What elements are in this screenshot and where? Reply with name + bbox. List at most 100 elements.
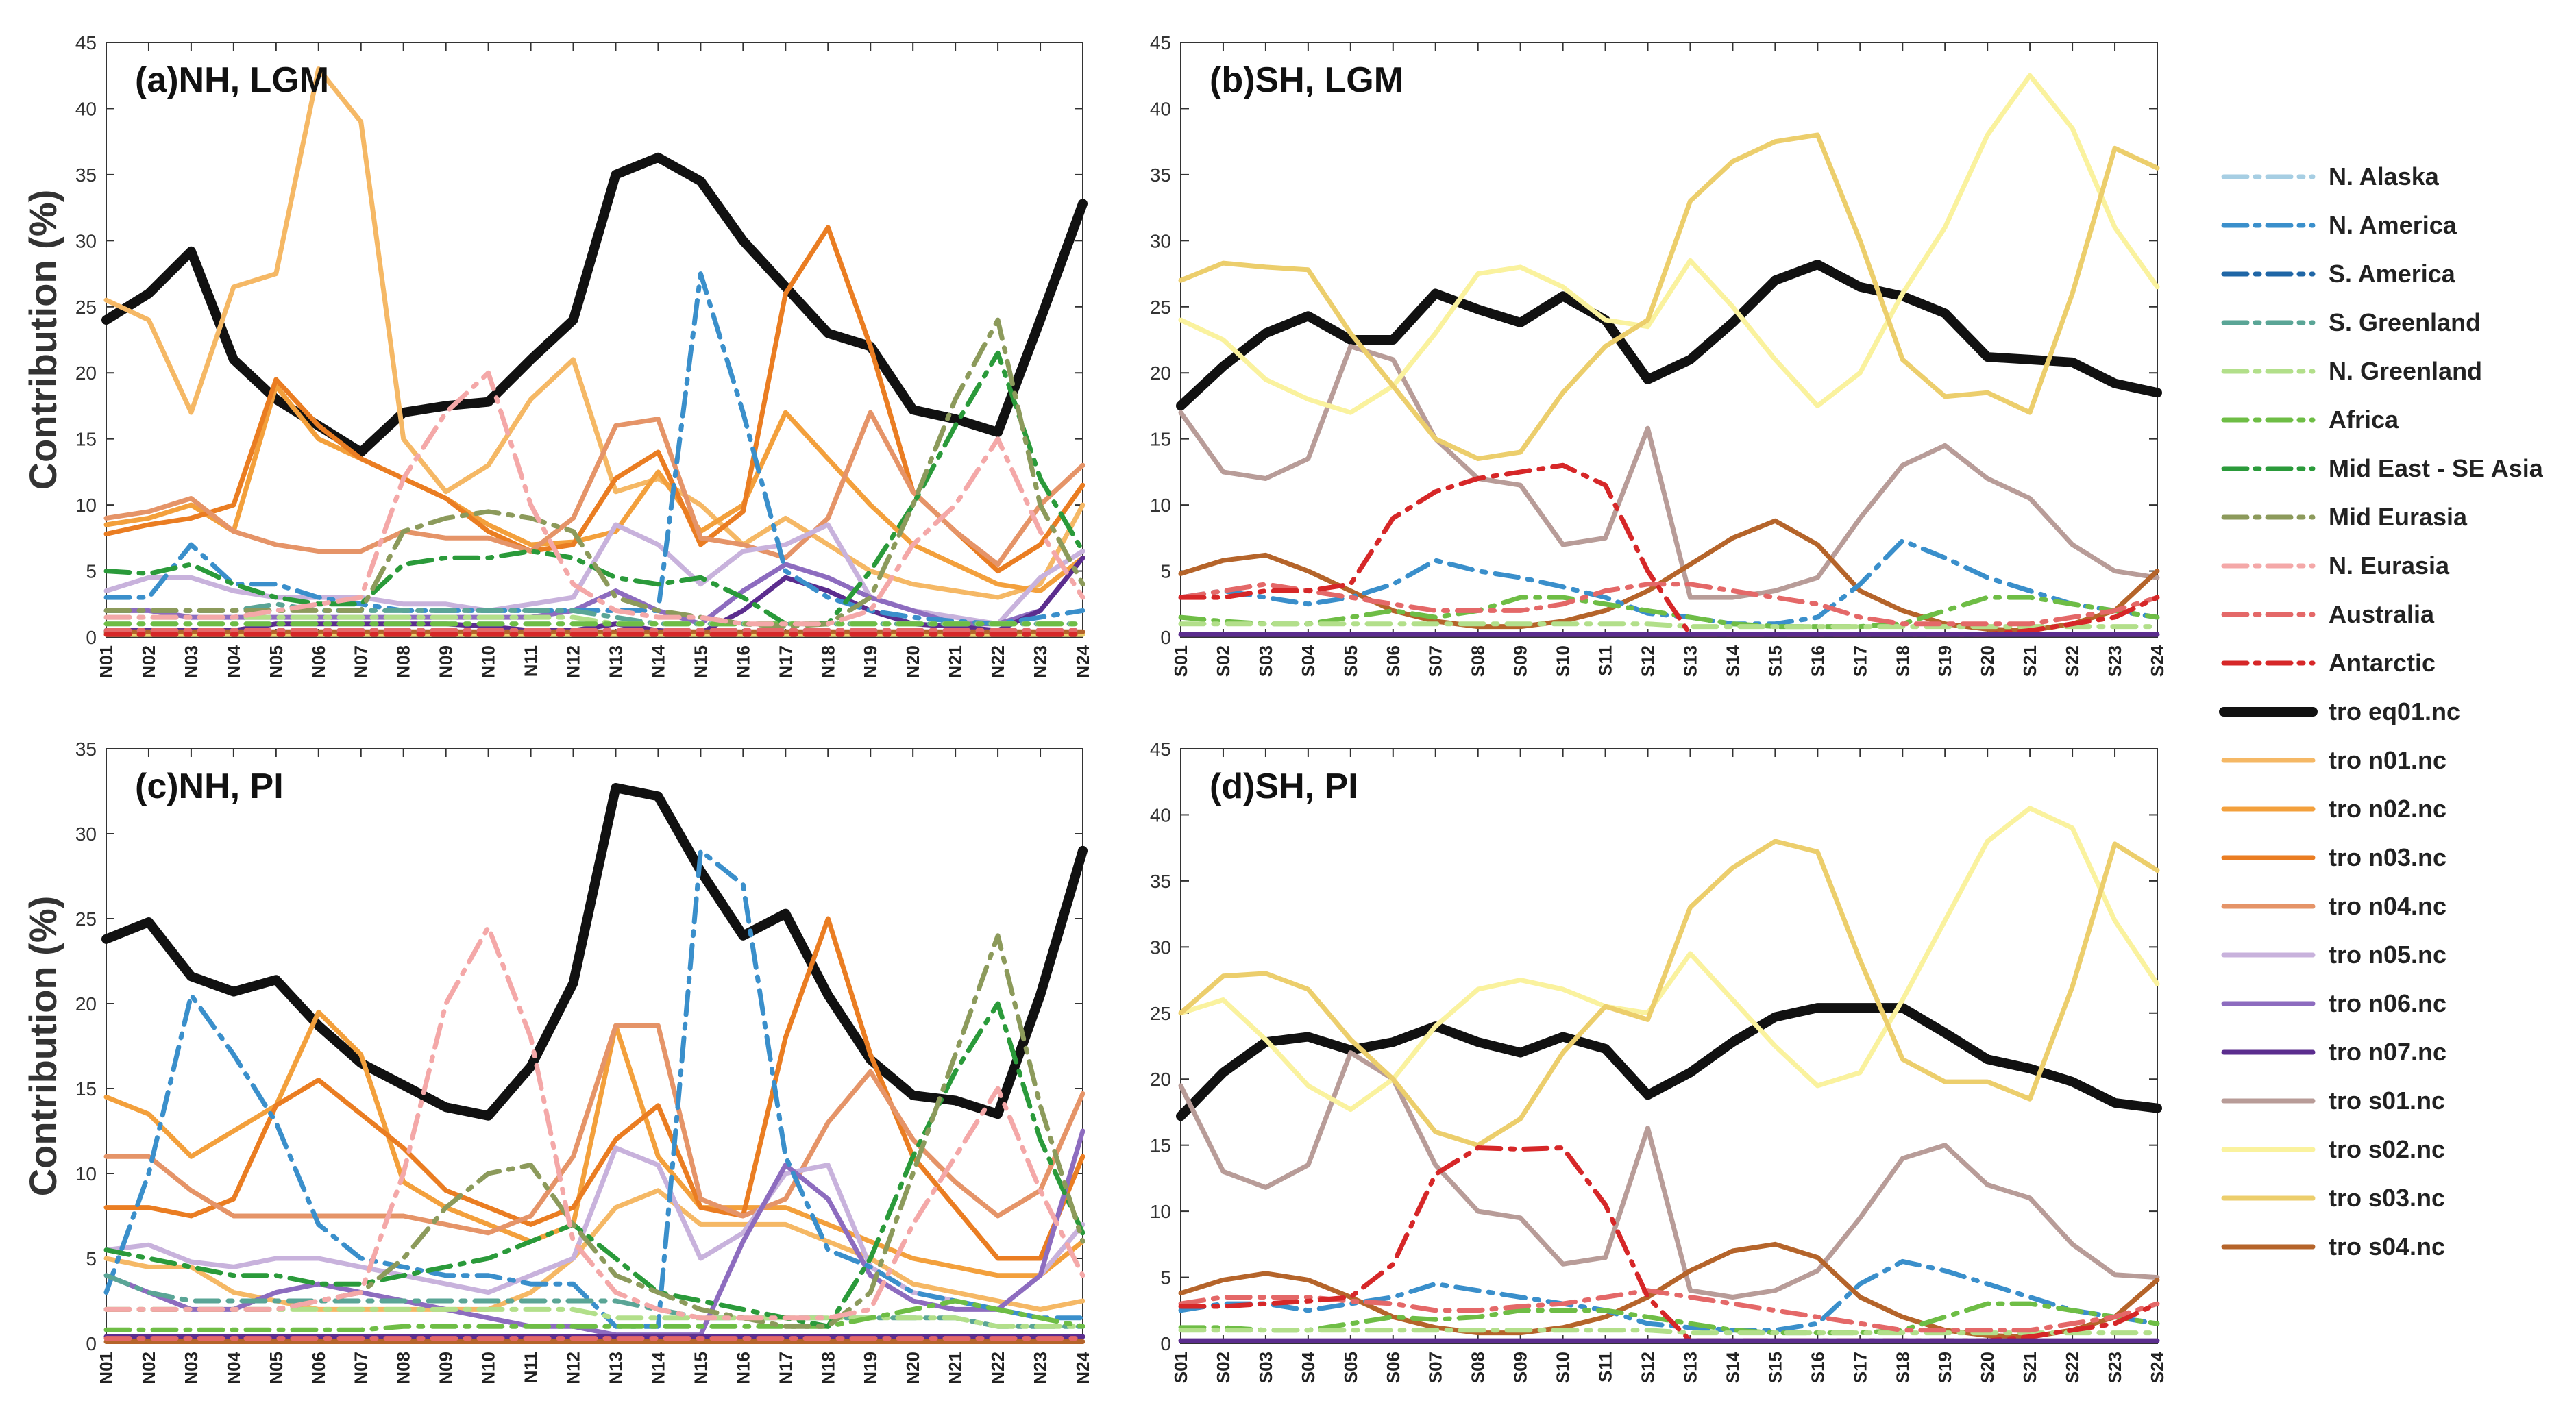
legend: N. Alaska N. America S. America S. Greenlan… xyxy=(2219,162,2544,1260)
legend-item-tro-n04-nc: tro n04.nc xyxy=(2221,892,2446,920)
series-line-tro-n06-nc xyxy=(103,1128,1085,1338)
y-tick-label: 20 xyxy=(75,993,97,1015)
y-tick-label: 10 xyxy=(75,1163,97,1184)
series-line-n-america xyxy=(103,848,1085,1329)
x-tick-label: N18 xyxy=(818,1352,838,1384)
panel-title: (d)SH, PI xyxy=(1210,767,1358,806)
x-tick-label: S17 xyxy=(1850,645,1870,677)
x-tick-label: N17 xyxy=(775,1352,796,1384)
y-tick-label: 15 xyxy=(1150,429,1171,450)
series-line-tro-eq01-nc xyxy=(101,783,1088,1121)
y-tick-label: 35 xyxy=(1150,871,1171,892)
x-tick-label: N11 xyxy=(521,1352,541,1383)
series-line-n-greenland xyxy=(1178,621,2160,630)
series-line-tro-n04-nc xyxy=(103,410,1085,567)
x-tick-label: S05 xyxy=(1340,1352,1361,1383)
x-tick-label: N14 xyxy=(648,1351,668,1384)
legend-label: S. America xyxy=(2329,260,2456,288)
legend-label: Antarctic xyxy=(2329,649,2436,677)
y-tick-label: 10 xyxy=(1150,1201,1171,1222)
y-tick-label: 15 xyxy=(75,429,97,450)
x-tick-label: S18 xyxy=(1892,645,1913,677)
legend-item-tro-s02-nc: tro s02.nc xyxy=(2221,1135,2445,1163)
x-tick-label: N02 xyxy=(138,645,159,678)
x-tick-label: N20 xyxy=(903,1352,923,1384)
panel-1: 0 5 10 15 20 25 30 35 40 45 N01 N02 N03 N04 N05 N06 N07 N… xyxy=(21,32,1093,678)
panel-title: (a)NH, LGM xyxy=(135,60,329,100)
x-tick-label: N01 xyxy=(96,645,116,678)
legend-label: tro n04.nc xyxy=(2329,892,2446,920)
legend-item-tro-eq01-nc: tro eq01.nc xyxy=(2219,697,2460,725)
legend-label: Mid Eurasia xyxy=(2329,503,2468,531)
series-line-n-america xyxy=(1178,538,2160,627)
x-tick-label: N20 xyxy=(903,645,923,678)
x-tick-label: S02 xyxy=(1213,1352,1234,1383)
y-tick-label: 40 xyxy=(75,98,97,119)
y-tick-label: 10 xyxy=(1150,495,1171,516)
panel-title: (b)SH, LGM xyxy=(1210,60,1403,100)
x-tick-label: N05 xyxy=(266,1352,286,1384)
y-tick-label: 30 xyxy=(75,823,97,845)
y-tick-label: 45 xyxy=(1150,738,1171,760)
x-tick-label: S07 xyxy=(1425,1352,1446,1383)
x-tick-label: N14 xyxy=(648,645,668,678)
y-tick-label: 0 xyxy=(1160,627,1171,648)
series-line-tro-n01-nc xyxy=(103,66,1085,600)
legend-label: Africa xyxy=(2329,406,2399,434)
x-tick-label: N04 xyxy=(223,645,244,678)
legend-item-tro-s03-nc: tro s03.nc xyxy=(2221,1184,2445,1212)
y-axis-label: Contribution (%) xyxy=(21,896,64,1197)
y-tick-label: 20 xyxy=(1150,1069,1171,1090)
series-line-australia xyxy=(1178,582,2160,627)
x-tick-label: N11 xyxy=(521,645,541,677)
legend-item-n-eurasia: N. Eurasia xyxy=(2221,551,2450,580)
series-line-africa xyxy=(1178,595,2160,630)
legend-label: N. Greenland xyxy=(2329,357,2482,385)
x-tick-label: N21 xyxy=(945,1352,966,1384)
y-tick-label: 25 xyxy=(75,297,97,318)
x-tick-label: N07 xyxy=(351,645,371,678)
x-tick-label: N13 xyxy=(605,645,626,678)
legend-label: Mid East - SE Asia xyxy=(2329,454,2544,482)
x-tick-label: S12 xyxy=(1638,645,1658,677)
x-tick-label: S15 xyxy=(1765,1352,1785,1383)
series-line-tro-s04-nc xyxy=(1178,1241,2160,1339)
x-tick-label: S22 xyxy=(2062,645,2083,677)
x-tick-label: N08 xyxy=(393,645,414,678)
series-line-tro-eq01-nc xyxy=(101,152,1088,457)
x-tick-label: N16 xyxy=(733,1352,753,1384)
y-tick-label: 40 xyxy=(1150,804,1171,825)
plot-area xyxy=(1180,42,2158,638)
x-tick-label: S19 xyxy=(1935,1352,1955,1383)
x-tick-label: N24 xyxy=(1072,645,1093,678)
x-tick-label: N01 xyxy=(96,1352,116,1384)
legend-label: N. America xyxy=(2329,211,2457,239)
x-tick-label: N23 xyxy=(1030,1352,1051,1384)
y-tick-label: 15 xyxy=(75,1078,97,1100)
x-tick-label: S19 xyxy=(1935,645,1955,677)
series-line-mid-east-se-asia xyxy=(103,1001,1085,1329)
y-tick-label: 0 xyxy=(86,627,97,648)
y-tick-label: 0 xyxy=(1160,1333,1171,1354)
legend-label: tro n05.nc xyxy=(2329,941,2446,969)
legend-item-n-greenland: N. Greenland xyxy=(2221,357,2482,385)
series-line-n-eurasia xyxy=(103,924,1085,1321)
x-tick-label: S03 xyxy=(1255,1352,1276,1383)
x-tick-label: S06 xyxy=(1383,645,1403,677)
x-tick-label: S08 xyxy=(1468,645,1488,677)
series-line-tro-s03-nc xyxy=(1178,132,2160,462)
x-tick-label: S22 xyxy=(2062,1352,2083,1383)
x-tick-label: S09 xyxy=(1510,1352,1531,1383)
x-tick-label: N12 xyxy=(563,1352,584,1384)
legend-label: tro s01.nc xyxy=(2329,1086,2445,1115)
legend-item-tro-n05-nc: tro n05.nc xyxy=(2221,941,2446,969)
legend-item-n-america: N. America xyxy=(2221,211,2457,239)
legend-item-tro-s04-nc: tro s04.nc xyxy=(2221,1232,2445,1260)
legend-item-tro-n03-nc: tro n03.nc xyxy=(2221,843,2446,871)
plot-area xyxy=(106,748,1083,1344)
legend-label: tro s03.nc xyxy=(2329,1184,2445,1212)
y-tick-label: 25 xyxy=(1150,1003,1171,1024)
legend-label: S. Greenland xyxy=(2329,308,2481,336)
x-tick-label: S14 xyxy=(1722,1351,1743,1383)
x-tick-label: S13 xyxy=(1680,645,1700,677)
